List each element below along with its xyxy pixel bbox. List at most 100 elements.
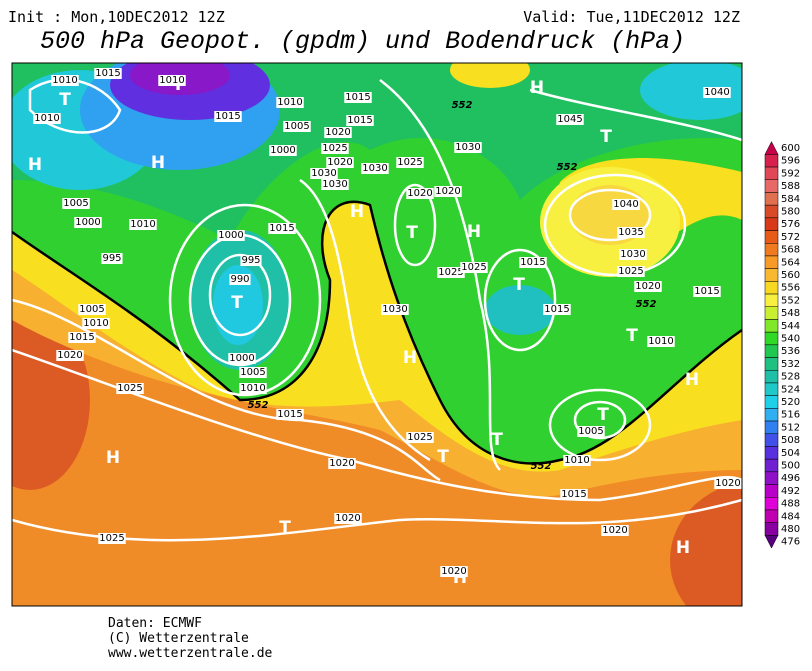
- field-ridge: [450, 63, 530, 88]
- isobar-label: 1010: [83, 318, 108, 329]
- label-bg: [129, 219, 157, 230]
- colorbar-label: 592: [781, 168, 800, 179]
- label-bg: [577, 426, 605, 437]
- pressure-center: H: [685, 370, 699, 390]
- colorbar-label: 596: [781, 156, 800, 167]
- isobar-label: 1030: [362, 163, 387, 174]
- label-bg: [560, 489, 588, 500]
- colorbar-label: 512: [781, 422, 800, 433]
- isobar-label: 1010: [52, 75, 77, 86]
- pressure-center: T: [406, 223, 418, 243]
- label-bg: [612, 199, 640, 210]
- label-bg: [693, 286, 721, 297]
- colorbar-label: 520: [781, 397, 800, 408]
- isobar-label: 1030: [620, 249, 645, 260]
- label-bg: [68, 332, 96, 343]
- colorbar-label: 488: [781, 499, 800, 510]
- label-bg: [406, 432, 434, 443]
- colorbar-swatch: [764, 497, 779, 511]
- map-frame: [11, 62, 743, 607]
- label-bg: [158, 75, 186, 86]
- label-bg: [239, 383, 267, 394]
- colorbar-label: 508: [781, 435, 800, 446]
- pressure-center: H: [106, 448, 120, 468]
- label-bg: [434, 186, 462, 197]
- colorbar-swatch: [764, 179, 779, 193]
- isobar-label: 1015: [561, 489, 586, 500]
- pressure-center: T: [626, 326, 638, 346]
- contour-label: 552: [248, 400, 269, 411]
- isobar-label: 1005: [240, 367, 265, 378]
- label-bg: [98, 533, 126, 544]
- isobar-label: 1025: [99, 533, 124, 544]
- label-bg: [519, 257, 547, 268]
- isobar-label: 1010: [240, 383, 265, 394]
- label-bg: [116, 383, 144, 394]
- label-bg: [334, 513, 362, 524]
- colorbar-swatch: [764, 268, 779, 282]
- isobar-label: 1015: [347, 115, 372, 126]
- isobar-label: 1040: [613, 199, 638, 210]
- colorbar-swatch: [764, 230, 779, 244]
- label-bg: [601, 525, 629, 536]
- contour-label: 552: [452, 100, 473, 111]
- pressure-center: H: [676, 538, 690, 558]
- isobar-label: 1020: [329, 458, 354, 469]
- footer-url: www.wetterzentrale.de: [108, 646, 273, 661]
- colorbar-label: 572: [781, 232, 800, 243]
- init-time: Init : Mon,10DEC2012 12Z: [8, 8, 225, 26]
- isobar-label: 1015: [345, 92, 370, 103]
- label-bg: [617, 266, 645, 277]
- isobar-label: 1045: [557, 114, 582, 125]
- colorbar-label: 564: [781, 257, 800, 268]
- colorbar-label: 588: [781, 181, 800, 192]
- isobars: [12, 78, 742, 542]
- valid-time: Valid: Tue,11DEC2012 12Z: [523, 8, 740, 26]
- label-bg: [406, 188, 434, 199]
- colorbar-swatch: [764, 509, 779, 523]
- isobar-label: 1010: [159, 75, 184, 86]
- colorbar-label: 480: [781, 524, 800, 535]
- isobar-label: 1025: [322, 143, 347, 154]
- colorbar-label: 504: [781, 448, 800, 459]
- colorbar-swatch: [764, 344, 779, 358]
- isobar-label: 1015: [69, 332, 94, 343]
- isobar-label: 1005: [79, 304, 104, 315]
- label-bg: [276, 97, 304, 108]
- isobar-label: 1010: [34, 113, 59, 124]
- pressure-center: T: [59, 90, 71, 110]
- label-bg: [217, 230, 245, 241]
- isobar-label: 1000: [75, 217, 100, 228]
- colorbar-swatch: [764, 522, 779, 536]
- colorbar-label: 484: [781, 511, 800, 522]
- isobar-label: 1025: [117, 383, 142, 394]
- field-low: [485, 285, 555, 335]
- label-bg: [310, 168, 338, 179]
- pressure-center: T: [597, 405, 609, 425]
- colorbar-label: 528: [781, 372, 800, 383]
- colorbar-swatch: [764, 306, 779, 320]
- label-bg: [33, 113, 61, 124]
- colorbar-swatch: [764, 166, 779, 181]
- label-bg: [283, 121, 311, 132]
- contour-label: 552: [557, 162, 578, 173]
- colorbar-label: 492: [781, 486, 800, 497]
- isobar-label: 1015: [520, 257, 545, 268]
- pressure-center: T: [279, 518, 291, 538]
- label-bg: [82, 318, 110, 329]
- pressure-center: T: [600, 127, 612, 147]
- isobar-label: 1010: [130, 219, 155, 230]
- isobar-label: 1030: [382, 304, 407, 315]
- colorbar-label: 600: [781, 143, 800, 154]
- isobar-label: 1025: [397, 157, 422, 168]
- label-bg: [454, 142, 482, 153]
- colorbar-swatch: [764, 408, 779, 422]
- isobar-label: 1015: [694, 286, 719, 297]
- isobar-label: 1020: [57, 350, 82, 361]
- isobar-label: 1020: [327, 157, 352, 168]
- colorbar-swatch: [764, 357, 779, 371]
- isobar-label: 1020: [407, 188, 432, 199]
- pressure-center: T: [513, 275, 525, 295]
- label-bg: [617, 227, 645, 238]
- label-bg: [228, 353, 256, 364]
